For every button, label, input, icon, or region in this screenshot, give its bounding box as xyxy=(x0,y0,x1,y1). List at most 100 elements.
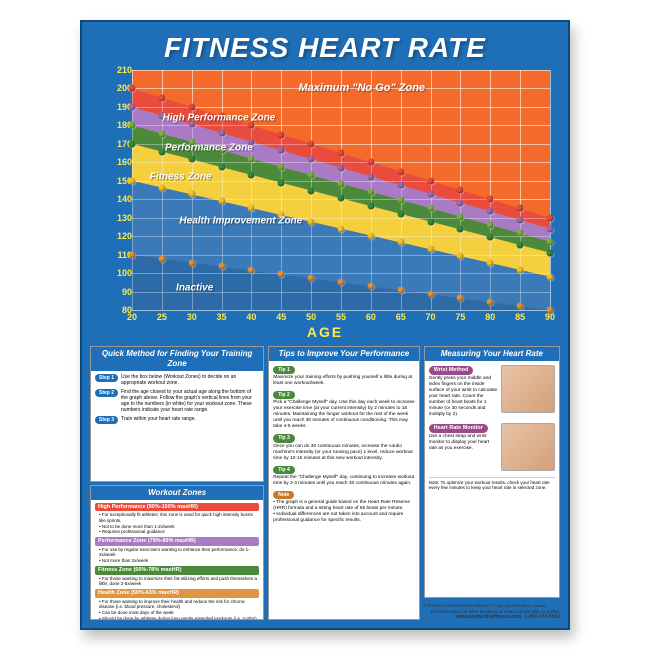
tip-badge: Tip 1 xyxy=(273,366,295,374)
main-title: FITNESS HEART RATE xyxy=(90,32,560,64)
xtick: 50 xyxy=(306,312,316,322)
data-dot xyxy=(457,213,464,220)
step-row: Step 2Find the age closest to your actua… xyxy=(95,389,259,414)
wz-desc: • For exceptionally fit athletes; this z… xyxy=(99,512,259,535)
data-dot xyxy=(278,147,285,154)
step-row: Step 3Train within your heart rate range… xyxy=(95,416,259,424)
xtick: 65 xyxy=(396,312,406,322)
wz-desc: • For those wanting to improve their hea… xyxy=(99,599,259,620)
data-dot xyxy=(427,177,434,184)
x-ticks: 202530354045505560657075808590 xyxy=(132,312,550,326)
xtick: 25 xyxy=(157,312,167,322)
wz-desc: • For those wanting to maximize their fa… xyxy=(99,576,259,587)
data-dot xyxy=(427,291,434,298)
info-panels: Quick Method for Finding Your Training Z… xyxy=(90,346,560,620)
data-dot xyxy=(248,171,255,178)
data-dot xyxy=(457,295,464,302)
tip-text: Once you can do 30 continuous minutes, i… xyxy=(273,444,414,462)
zone-label: High Performance Zone xyxy=(163,113,276,124)
xtick: 20 xyxy=(127,312,137,322)
data-dot xyxy=(487,234,494,241)
data-dot xyxy=(457,187,464,194)
tips-panel: Tips to Improve Your Performance Tip 1Ma… xyxy=(268,346,419,620)
data-dot xyxy=(487,260,494,267)
data-dot xyxy=(218,130,225,137)
ytick: 100 xyxy=(117,268,132,278)
wz-heading: Performance Zone (79%-89% maxHR) xyxy=(95,537,259,546)
tip-text: Pick a "Challenge Myself" day. Use this … xyxy=(273,400,414,430)
measuring-title: Measuring Your Heart Rate xyxy=(425,347,559,361)
xtick: 45 xyxy=(276,312,286,322)
copyright: © PRODUCTIVE FITNESS PRODUCTS INC 2011 P… xyxy=(424,603,560,608)
person-image xyxy=(501,365,555,413)
measure-method: Heart Rate MonitorUse a chest strap and … xyxy=(429,422,555,473)
data-dot xyxy=(158,130,165,137)
xtick: 90 xyxy=(545,312,555,322)
step-badge: Step 2 xyxy=(95,389,118,397)
data-dot xyxy=(188,259,195,266)
method-badge: Heart Rate Monitor xyxy=(429,424,488,433)
workout-zones-title: Workout Zones xyxy=(91,486,263,500)
wz-desc: • For use by regular exercisers wanting … xyxy=(99,547,259,564)
data-dot xyxy=(367,283,374,290)
data-dot xyxy=(218,263,225,270)
data-dot xyxy=(188,156,195,163)
ytick: 210 xyxy=(117,65,132,75)
zone-label: Health Improvement Zone xyxy=(179,216,302,227)
tip-badge: Tip 2 xyxy=(273,391,295,399)
data-dot xyxy=(547,238,554,245)
data-dot xyxy=(487,222,494,229)
method-badge: Wrist Method xyxy=(429,366,474,375)
data-dot xyxy=(457,253,464,260)
tip-text: Repeat the "Challenge Myself" day, conti… xyxy=(273,475,414,487)
data-dot xyxy=(278,179,285,186)
data-dot xyxy=(129,103,136,110)
xtick: 70 xyxy=(426,312,436,322)
data-dot xyxy=(188,103,195,110)
data-dot xyxy=(457,199,464,206)
data-dot xyxy=(427,205,434,212)
tips-title: Tips to Improve Your Performance xyxy=(269,347,418,361)
ytick: 120 xyxy=(117,231,132,241)
data-dot xyxy=(397,210,404,217)
zone-label: Fitness Zone xyxy=(150,172,212,183)
data-dot xyxy=(367,232,374,239)
data-dot xyxy=(367,203,374,210)
data-dot xyxy=(338,164,345,171)
data-dot xyxy=(278,131,285,138)
note-badge: Note xyxy=(273,491,294,499)
step-row: Step 1Use the box below (Workout Zones) … xyxy=(95,374,259,387)
data-dot xyxy=(517,217,524,224)
data-dot xyxy=(188,191,195,198)
workout-zones-panel: Workout Zones High Performance (90%-100%… xyxy=(90,485,264,621)
data-dot xyxy=(129,122,136,129)
data-dot xyxy=(397,239,404,246)
data-dot xyxy=(397,168,404,175)
step-text: Use the box below (Workout Zones) to dec… xyxy=(121,374,259,387)
xtick: 60 xyxy=(366,312,376,322)
data-dot xyxy=(308,172,315,179)
data-dot xyxy=(427,218,434,225)
ytick: 90 xyxy=(122,287,132,297)
step-badge: Step 3 xyxy=(95,416,118,424)
measuring-note: Note: To optimize your workout results, … xyxy=(429,477,555,491)
wz-heading: Fitness Zone (66%-78% maxHR) xyxy=(95,566,259,575)
tip-badge: Tip 3 xyxy=(273,434,295,442)
xtick: 85 xyxy=(515,312,525,322)
data-dot xyxy=(367,159,374,166)
data-dot xyxy=(248,267,255,274)
x-axis-label: AGE xyxy=(307,324,343,340)
tip-badge: Tip 4 xyxy=(273,466,295,474)
data-dot xyxy=(487,208,494,215)
data-dot xyxy=(338,279,345,286)
data-dot xyxy=(517,303,524,310)
data-dot xyxy=(248,205,255,212)
data-dot xyxy=(338,150,345,157)
data-dot xyxy=(158,184,165,191)
data-dot xyxy=(517,205,524,212)
data-dot xyxy=(547,273,554,280)
data-dot xyxy=(517,230,524,237)
measure-method: Wrist MethodGently press your middle and… xyxy=(429,364,555,418)
data-dot xyxy=(129,251,136,258)
ytick: 130 xyxy=(117,213,132,223)
